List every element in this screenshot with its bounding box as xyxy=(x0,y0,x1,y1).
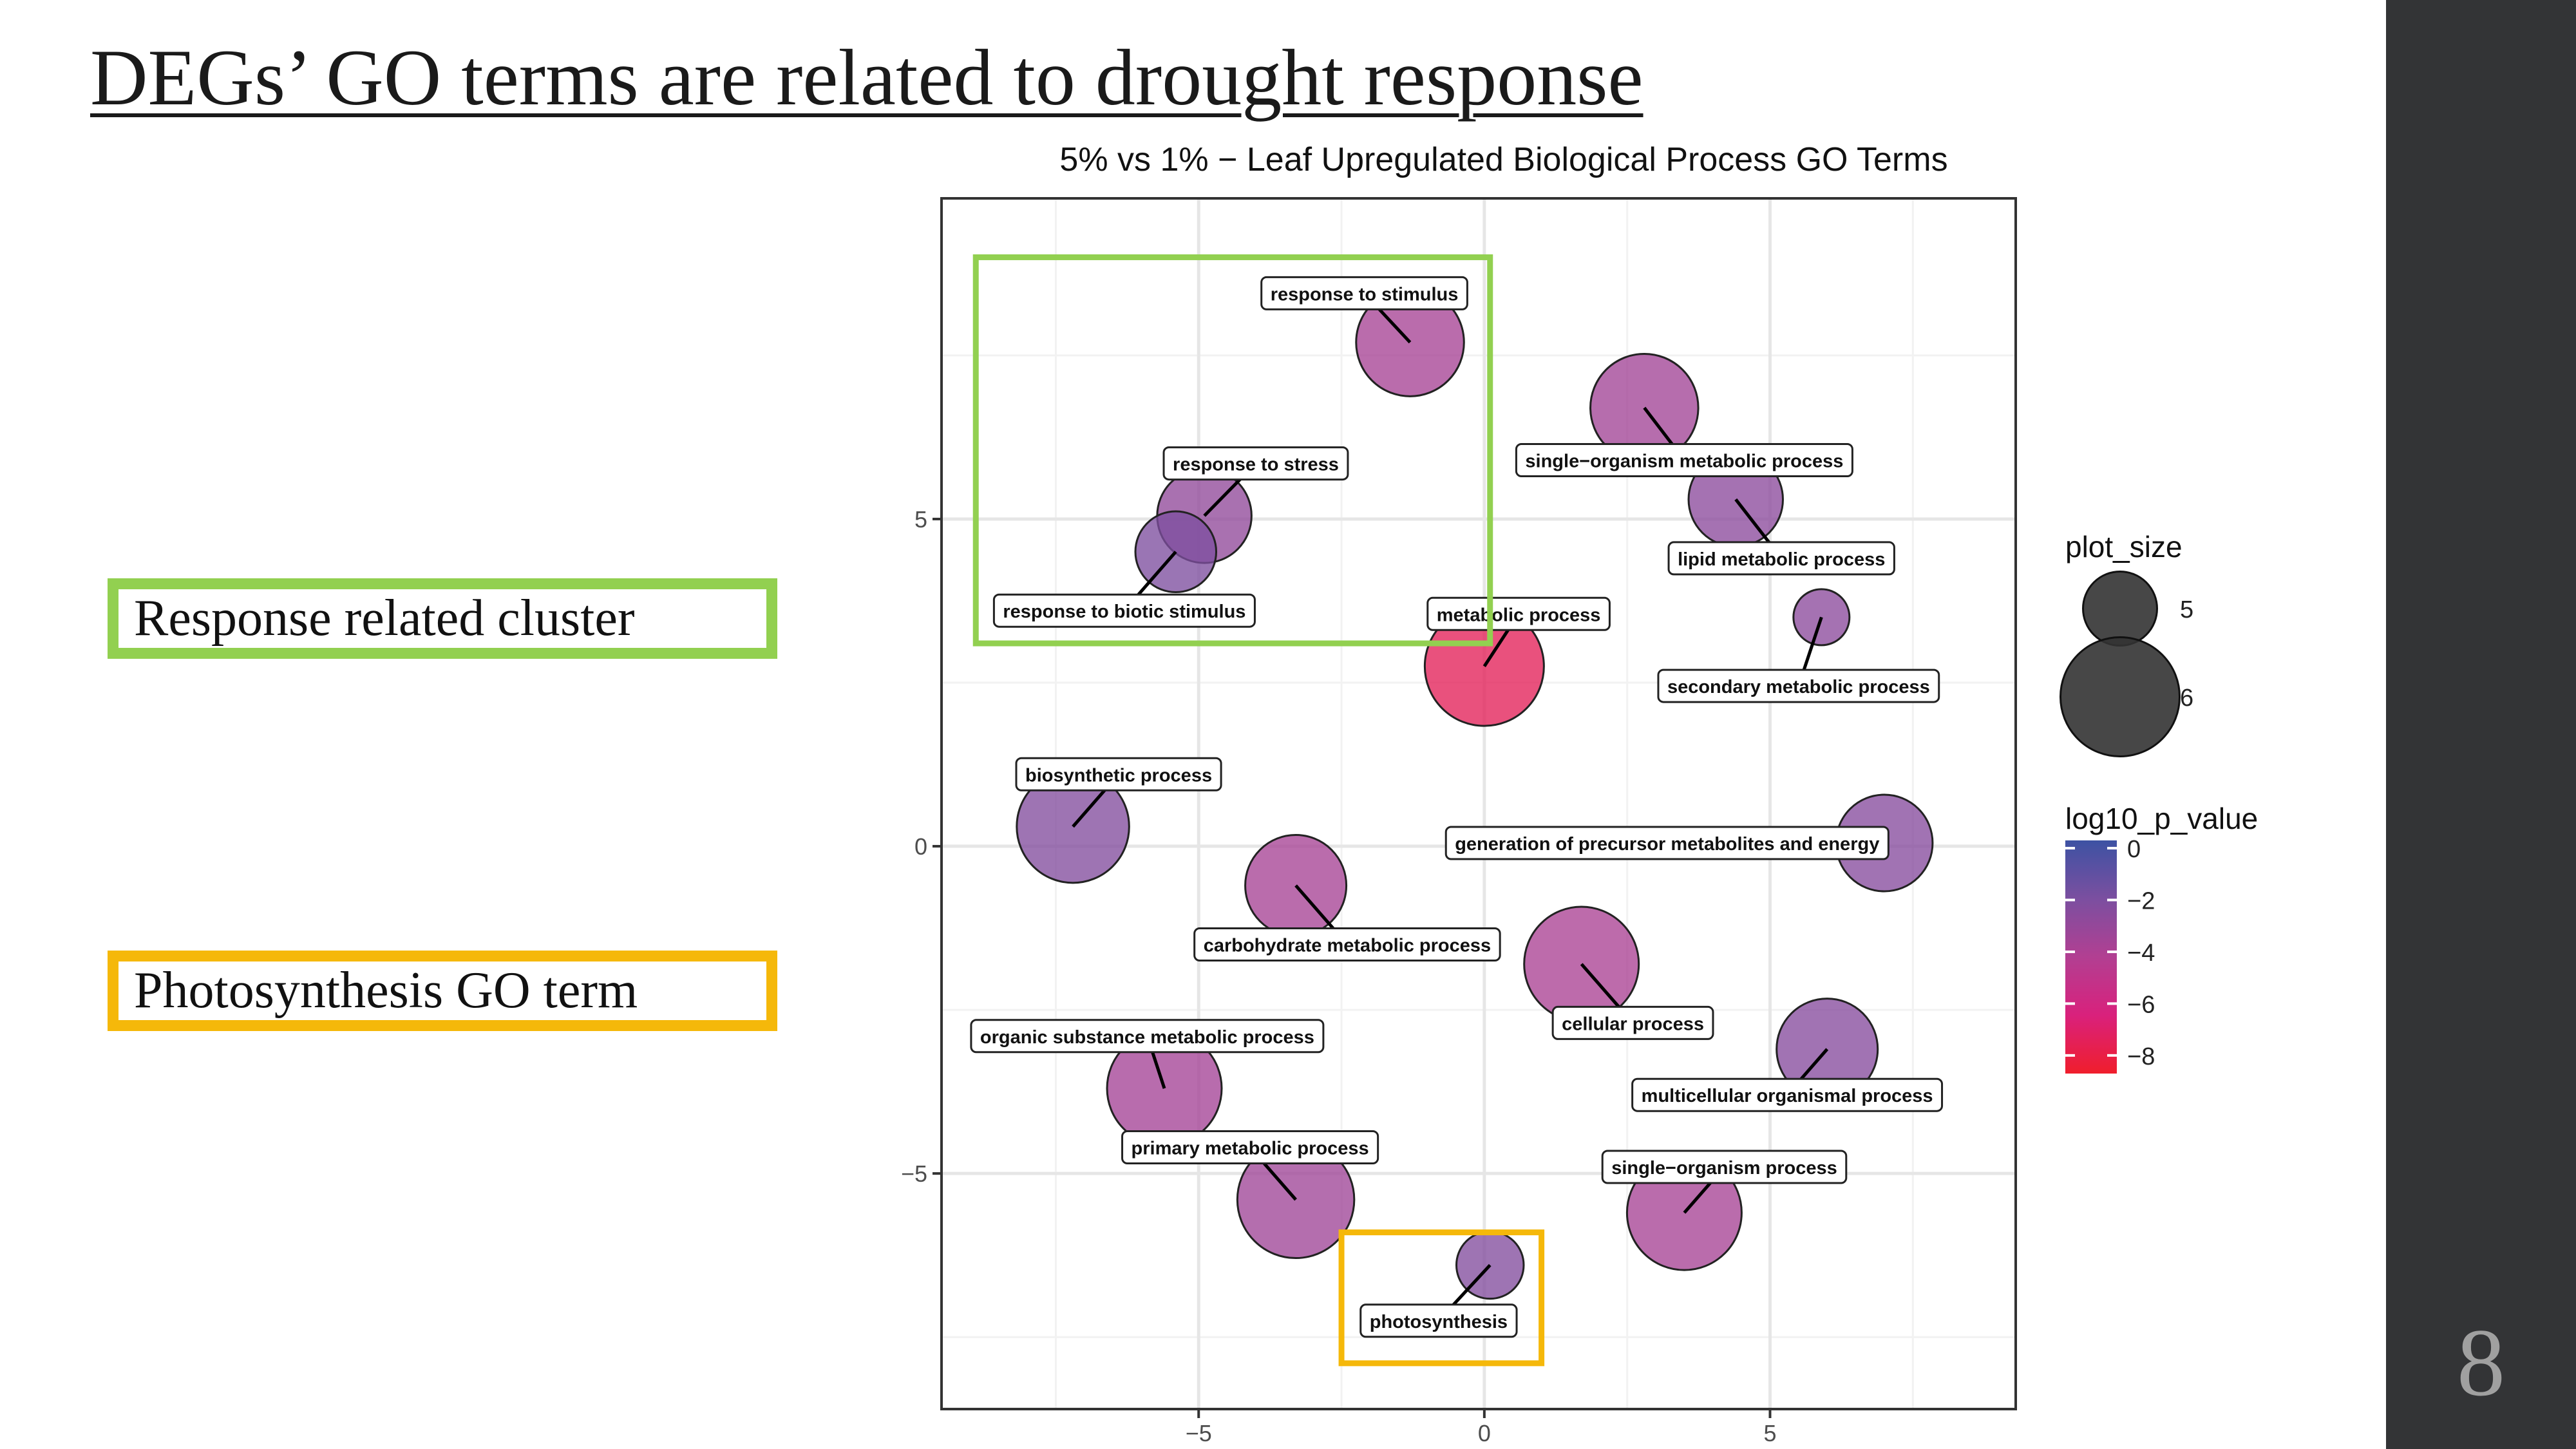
size-legend-title: plot_size xyxy=(2065,530,2183,564)
colorbar xyxy=(2065,840,2117,1074)
color-legend-title: log10_p_value xyxy=(2065,802,2258,835)
bubble-label: cellular process xyxy=(1551,1005,1714,1040)
bubble-label-text: response to stress xyxy=(1173,455,1339,475)
bubble-label-text: single−organism process xyxy=(1611,1158,1837,1179)
bubble-label-text: generation of precursor metabolites and … xyxy=(1455,834,1879,855)
bubble-label-text: secondary metabolic process xyxy=(1667,677,1930,697)
bubble-label: multicellular organismal process xyxy=(1631,1077,1944,1112)
label-box xyxy=(1657,668,1940,703)
photosynthesis-callout: Photosynthesis GO term xyxy=(108,951,777,1031)
label-box xyxy=(1551,1005,1714,1040)
bubble xyxy=(1244,834,1348,938)
label-box xyxy=(1121,1130,1379,1165)
response-cluster-callout: Response related cluster xyxy=(108,578,777,659)
chart-legend: plot_size log10_p_value 5 6 0 −2 −4 −6 −8 xyxy=(2060,530,2258,1074)
bubble-label: generation of precursor metabolites and … xyxy=(1444,826,1889,860)
go-terms-bubble-chart: 5% vs 1% − Leaf Upregulated Biological P… xyxy=(901,141,2258,1446)
bubble-label-text: response to stimulus xyxy=(1271,284,1459,305)
colorbar-tick-label: 0 xyxy=(2127,836,2141,863)
colorbar-tick-label: −6 xyxy=(2127,991,2155,1018)
bubble-label: metabolic process xyxy=(1426,596,1611,631)
bubble-label-text: cellular process xyxy=(1562,1014,1704,1034)
bubble-label-text: biosynthetic process xyxy=(1025,765,1212,786)
bubble-label: carbohydrate metabolic process xyxy=(1193,927,1501,961)
bubble-label: response to biotic stimulus xyxy=(992,593,1256,628)
x-tick-label: −5 xyxy=(1186,1420,1212,1446)
label-box xyxy=(1015,757,1222,791)
bubble-label-text: metabolic process xyxy=(1437,605,1601,625)
slide-title: DEGs’ GO terms are related to drought re… xyxy=(90,33,1643,122)
bubble-label: single−organism process xyxy=(1601,1150,1848,1184)
bubble-label: primary metabolic process xyxy=(1121,1130,1379,1165)
bubble-label-text: photosynthesis xyxy=(1370,1312,1508,1332)
bubble-label-text: carbohydrate metabolic process xyxy=(1204,935,1491,956)
page-number: 8 xyxy=(2457,1309,2505,1416)
label-box xyxy=(1515,442,1853,477)
label-layer: response to stimulus single−organism meta… xyxy=(970,276,1944,1338)
bubble-label: secondary metabolic process xyxy=(1657,668,1940,703)
bubble-label: response to stimulus xyxy=(1260,276,1468,310)
bubble-label: biosynthetic process xyxy=(1015,757,1222,791)
label-box xyxy=(992,593,1256,628)
label-box xyxy=(1444,826,1889,860)
slide-sidebar xyxy=(2386,0,2576,1449)
chart-title: 5% vs 1% − Leaf Upregulated Biological P… xyxy=(1059,141,1947,178)
x-tick-label: 0 xyxy=(1478,1420,1491,1446)
label-box xyxy=(1631,1077,1944,1112)
size-legend-label: 5 xyxy=(2180,596,2193,623)
label-box xyxy=(1162,446,1349,481)
y-tick-label: 5 xyxy=(914,506,927,533)
y-tick-label: 0 xyxy=(914,833,927,860)
plot-panel-border xyxy=(940,197,2017,1410)
highlight-layer xyxy=(972,254,1545,1367)
bubble-label-text: organic substance metabolic process xyxy=(980,1027,1314,1048)
label-box xyxy=(1601,1150,1848,1184)
label-box xyxy=(1359,1303,1518,1338)
size-legend-bubble xyxy=(2082,571,2158,647)
label-box xyxy=(1193,927,1501,961)
bubble-label-text: primary metabolic process xyxy=(1132,1139,1369,1159)
label-box xyxy=(1667,541,1895,576)
colorbar-tick-label: −2 xyxy=(2127,888,2155,915)
label-box xyxy=(1260,276,1468,310)
bubble-label-text: lipid metabolic process xyxy=(1678,549,1885,570)
highlight-box xyxy=(972,254,1493,647)
bubble-label: single−organism metabolic process xyxy=(1515,442,1853,477)
label-box xyxy=(1426,596,1611,631)
highlight-box xyxy=(1338,1229,1545,1367)
bubble-label-text: multicellular organismal process xyxy=(1642,1086,1933,1106)
x-tick-label: 5 xyxy=(1763,1420,1776,1446)
label-box xyxy=(970,1019,1325,1054)
y-tick-label: −5 xyxy=(901,1160,927,1187)
colorbar-tick-label: −8 xyxy=(2127,1043,2155,1070)
size-legend-bubble xyxy=(2060,636,2181,757)
bubble-label-text: response to biotic stimulus xyxy=(1003,601,1245,622)
bubble-label: organic substance metabolic process xyxy=(970,1019,1325,1054)
bubble-label: lipid metabolic process xyxy=(1667,541,1895,576)
bubble-label: photosynthesis xyxy=(1359,1303,1518,1338)
colorbar-tick-label: −4 xyxy=(2127,940,2155,967)
size-legend-label: 6 xyxy=(2180,685,2193,712)
axis-layer: −5 0 5 5 0 −5 xyxy=(901,506,1777,1446)
bubble-label: response to stress xyxy=(1162,446,1349,481)
bubble-label-text: single−organism metabolic process xyxy=(1525,451,1843,471)
